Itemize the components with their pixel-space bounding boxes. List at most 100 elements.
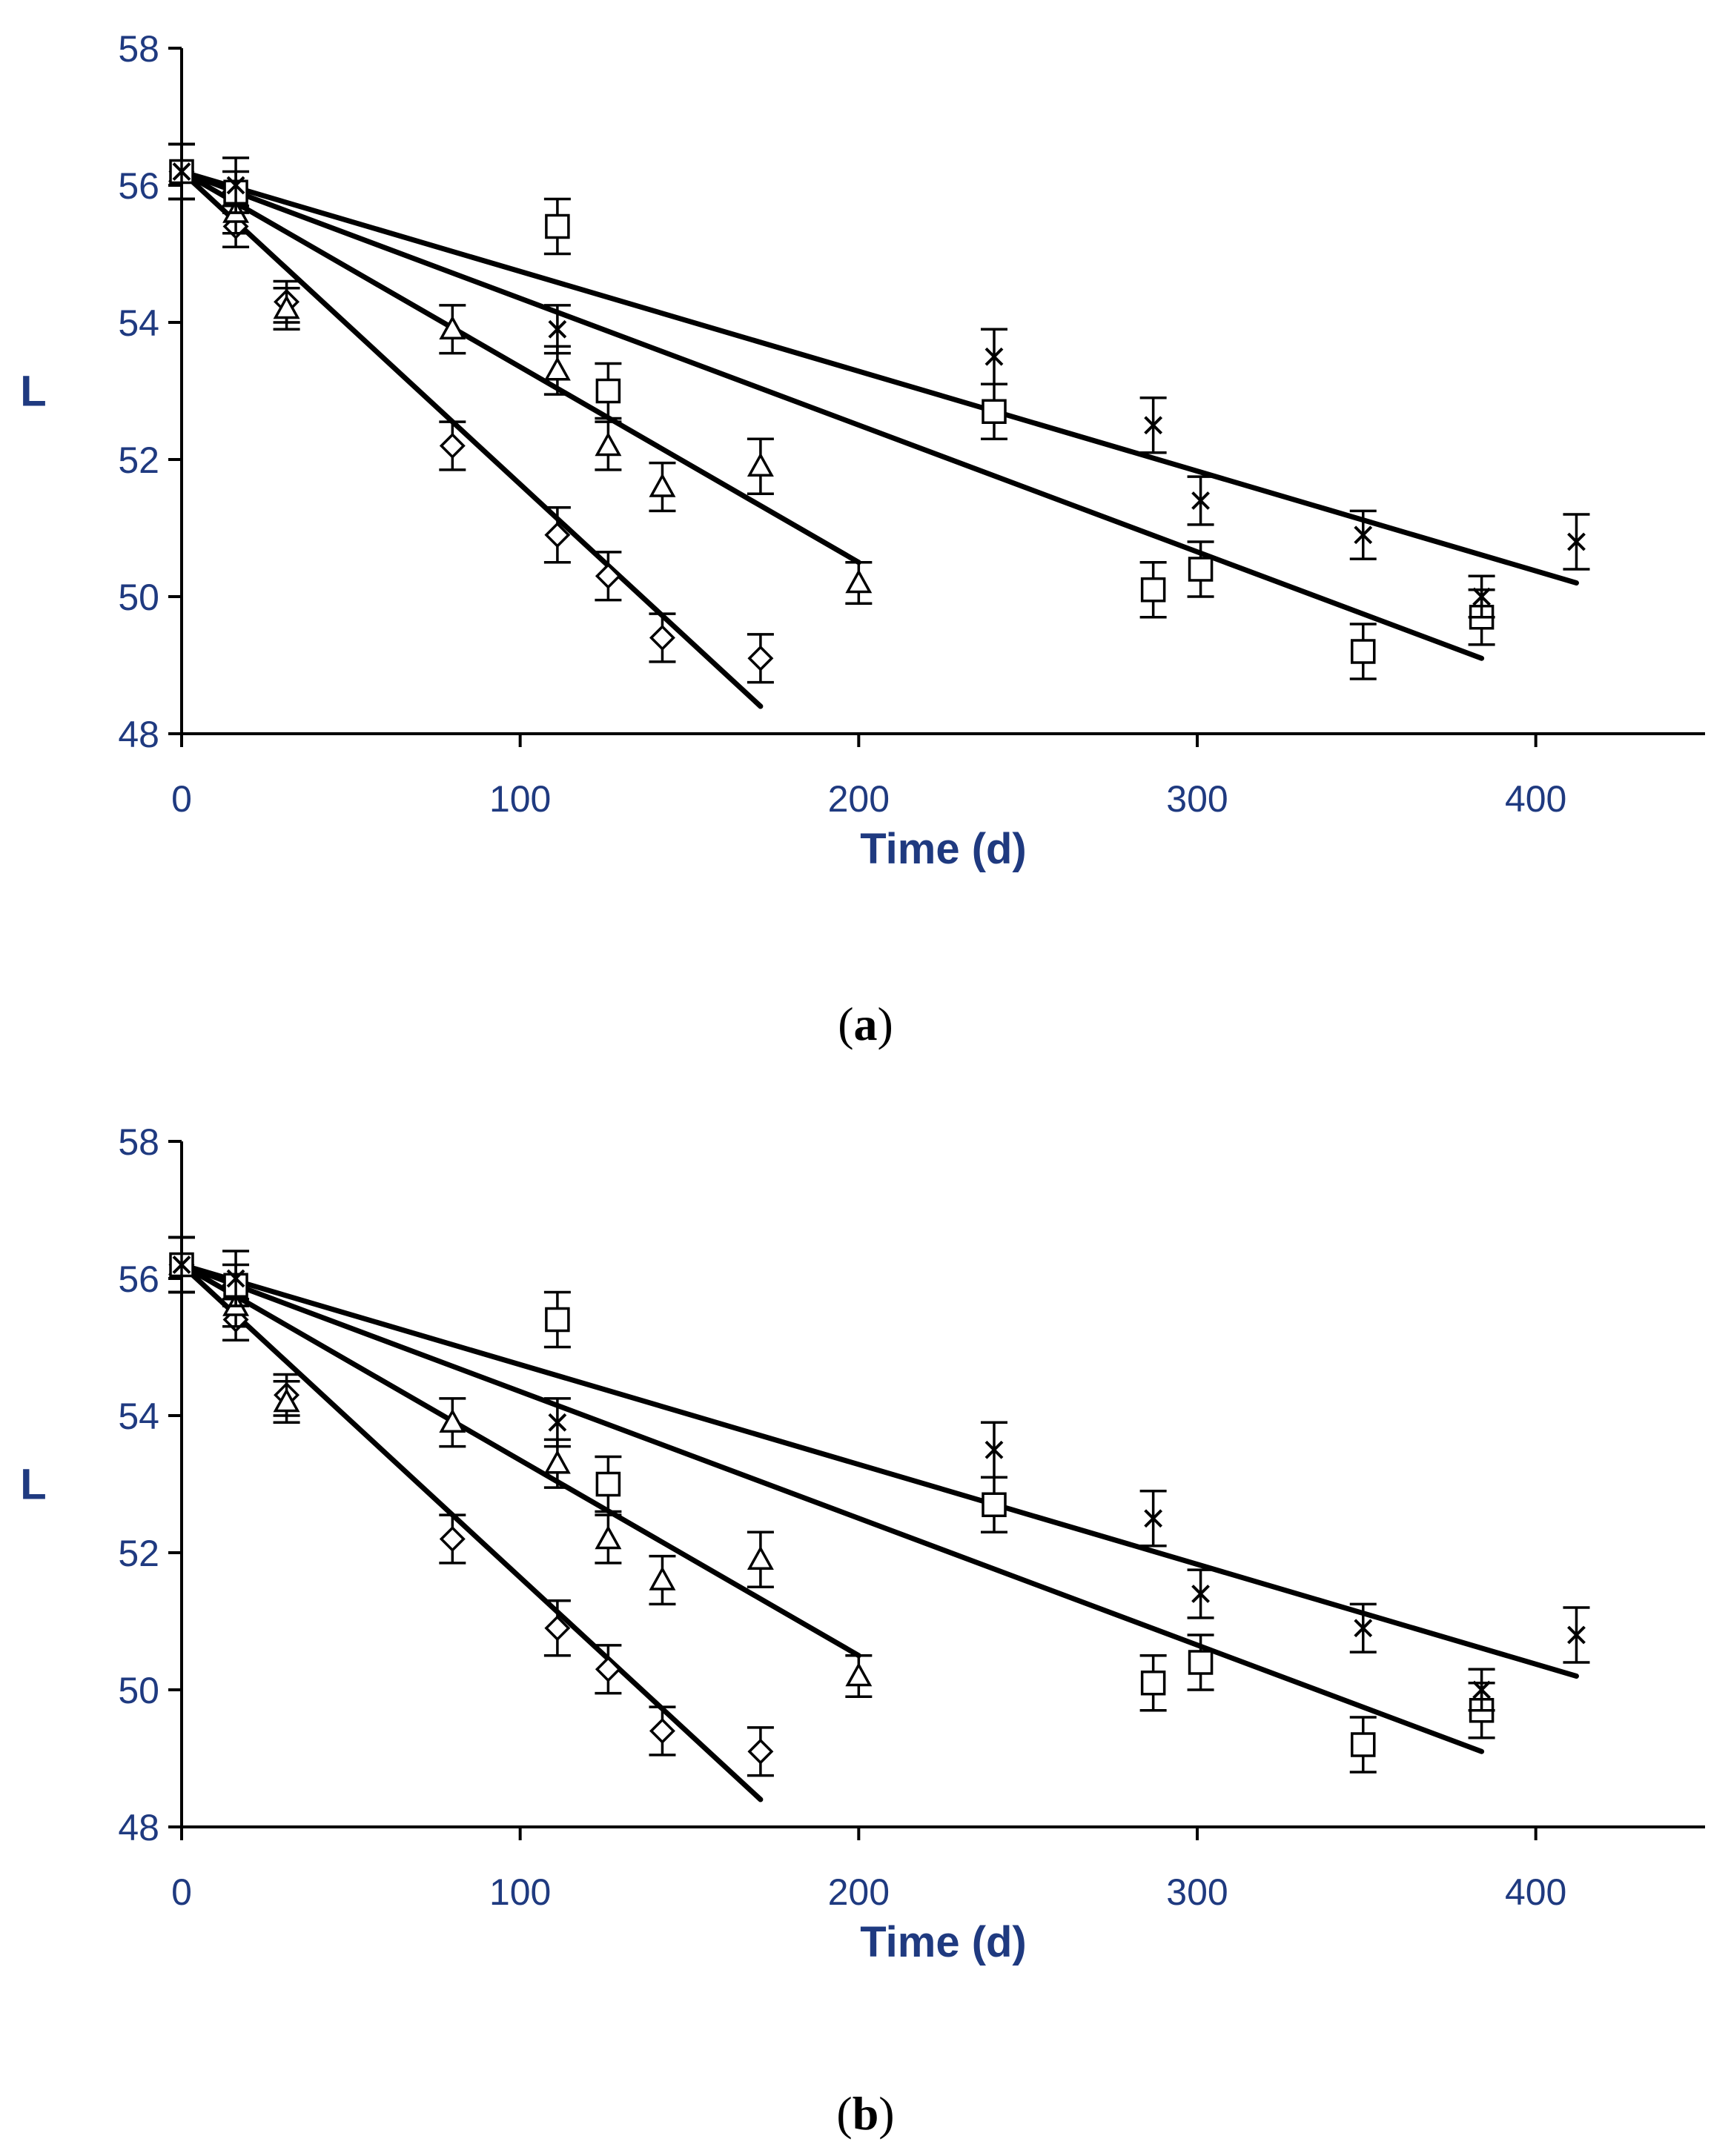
data-point-cross	[981, 1421, 1007, 1479]
caption-a: (a)	[838, 998, 893, 1050]
fit-line-triangle	[179, 169, 861, 565]
data-point-diamond	[747, 1726, 774, 1777]
cross-marker-b	[172, 162, 191, 181]
triangle-marker	[439, 1408, 466, 1433]
fit-line-diamond	[179, 169, 764, 709]
data-point-cross	[1468, 574, 1495, 619]
y-tick-label: 54	[118, 302, 159, 344]
data-point-square	[1139, 1654, 1167, 1712]
data-point-triangle	[747, 437, 774, 495]
data-point-triangle	[845, 1654, 873, 1698]
data-point-square	[1349, 1716, 1377, 1774]
cross-marker-b	[548, 319, 567, 339]
square-marker	[545, 1307, 570, 1333]
data-point-cross	[168, 1235, 195, 1294]
data-point-diamond	[649, 612, 676, 663]
fit-line-cross	[179, 1262, 1579, 1679]
square-marker	[1188, 1650, 1214, 1675]
cross-marker-b	[984, 1440, 1004, 1459]
triangle-marker	[747, 1545, 774, 1570]
data-point-triangle	[439, 304, 466, 355]
square-marker	[1188, 557, 1214, 582]
data-point-diamond	[439, 420, 466, 471]
y-tick-label: 48	[118, 714, 159, 755]
data-point-triangle	[595, 420, 622, 471]
caption-b-letter: b	[852, 2087, 879, 2140]
caption-b: (b)	[836, 2087, 895, 2140]
data-point-square	[543, 1290, 571, 1349]
fit-line-diamond	[179, 1262, 764, 1802]
data-point-cross	[1187, 475, 1214, 526]
triangle-marker	[747, 452, 774, 477]
data-point-cross	[168, 142, 195, 201]
x-tick-label: 100	[489, 778, 551, 820]
triangle-marker	[543, 356, 571, 381]
data-point-triangle	[649, 461, 676, 513]
diamond-marker	[544, 522, 571, 548]
square-marker	[982, 1492, 1007, 1517]
data-point-diamond	[543, 506, 571, 564]
x-tick-label: 400	[1505, 778, 1566, 820]
data-point-cross	[543, 304, 571, 355]
y-axis-label: L	[20, 368, 46, 416]
chart-panel-b: 48 50 52 54 56 58 0 100 200 300 400 Time (d) L	[0, 1093, 1731, 2042]
data-point-diamond	[439, 1513, 466, 1565]
triangle-marker	[273, 1387, 300, 1413]
triangle-marker	[595, 1525, 622, 1550]
x-tick-label: 400	[1505, 1871, 1566, 1913]
data-point-square	[543, 197, 571, 256]
data-point-square	[981, 382, 1007, 440]
diamond-marker	[595, 1656, 621, 1682]
diamond-marker	[649, 1718, 675, 1744]
diamond-marker	[649, 625, 675, 651]
x-tick-label: 300	[1166, 778, 1228, 820]
y-tick-label: 56	[118, 165, 159, 207]
data-point-triangle	[273, 287, 300, 331]
triangle-marker	[649, 473, 676, 497]
x-tick-label: 200	[828, 1871, 890, 1913]
data-point-square	[595, 362, 622, 420]
data-point-diamond	[595, 551, 622, 602]
square-marker	[982, 399, 1007, 424]
y-tick-label: 52	[118, 440, 159, 481]
data-point-triangle	[595, 1513, 622, 1565]
square-marker	[1140, 1671, 1166, 1696]
data-point-square	[595, 1455, 622, 1513]
cross-marker-b	[226, 1269, 245, 1288]
triangle-marker	[543, 1450, 571, 1474]
y-tick-label: 56	[118, 1258, 159, 1300]
data-point-triangle	[845, 561, 873, 605]
fit-line-cross	[179, 169, 1579, 586]
chart-b-svg: 48 50 52 54 56 58 0 100 200 300 400 Time (d) L	[20, 1121, 1705, 1966]
data-point-diamond	[595, 1644, 622, 1695]
data-point-triangle	[747, 1530, 774, 1588]
data-point-cross	[222, 1250, 250, 1307]
cross-marker-b	[1567, 1625, 1586, 1645]
y-tick-label: 58	[118, 1121, 159, 1163]
data-point-square	[981, 1476, 1007, 1533]
y-tick-label: 52	[118, 1533, 159, 1574]
diamond-marker	[595, 563, 621, 589]
data-point-triangle	[439, 1397, 466, 1448]
data-point-diamond	[747, 633, 774, 684]
cross-marker-b	[1354, 1619, 1373, 1638]
square-marker	[595, 1471, 621, 1497]
square-marker	[595, 378, 621, 404]
y-axis-label: L	[20, 1461, 46, 1509]
diamond-marker	[747, 645, 774, 671]
cross-marker-b	[1354, 525, 1373, 545]
cross-marker-b	[1144, 416, 1163, 435]
fit-line-square	[179, 169, 1485, 661]
data-point-cross	[543, 1397, 571, 1448]
data-point-cross	[1349, 1602, 1377, 1654]
data-point-cross	[222, 156, 250, 214]
y-tick-label: 48	[118, 1807, 159, 1848]
data-point-diamond	[543, 1599, 571, 1657]
y-tick-label: 54	[118, 1396, 159, 1437]
cross-marker-b	[1472, 1680, 1492, 1699]
fit-line-triangle	[179, 1262, 861, 1659]
triangle-marker	[845, 1662, 873, 1687]
data-point-cross	[1468, 1668, 1495, 1712]
triangle-marker	[273, 294, 300, 319]
square-marker	[545, 213, 570, 239]
